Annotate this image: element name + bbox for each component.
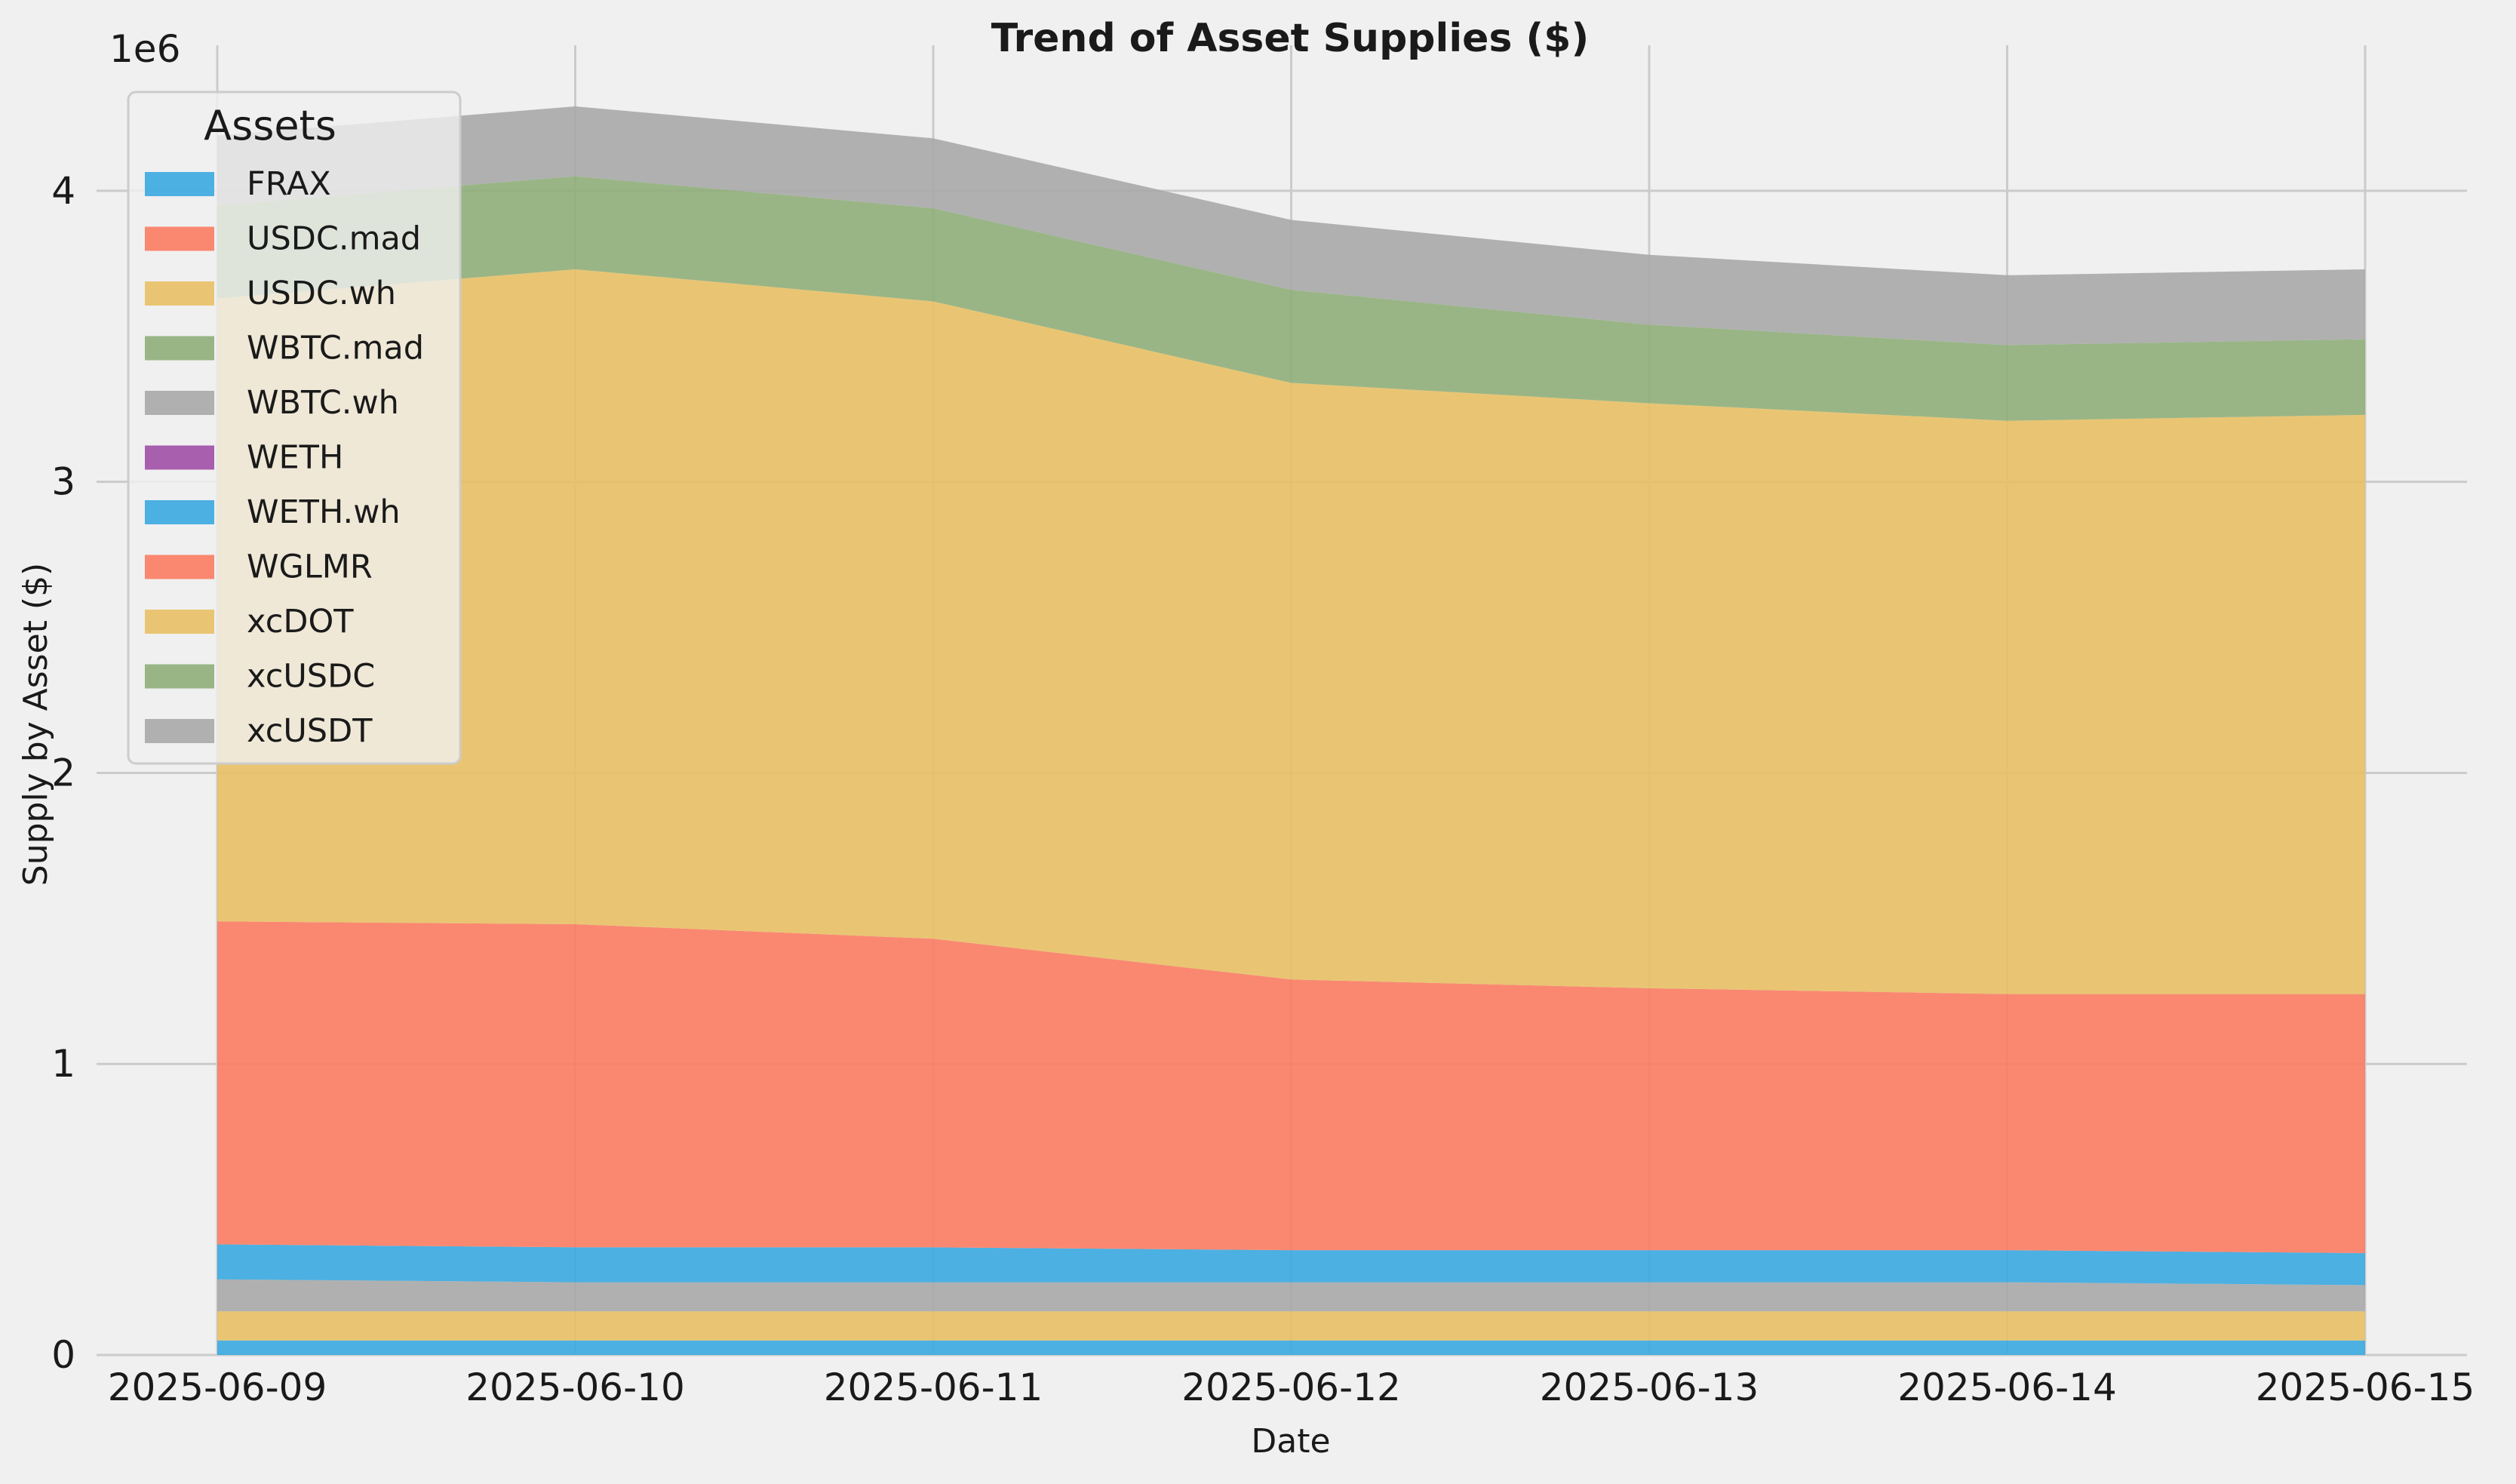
y-tick-label: 2 — [51, 751, 75, 794]
y-tick-label: 3 — [51, 460, 75, 504]
legend-label: xcUSDC — [247, 658, 375, 696]
legend-swatch — [145, 336, 214, 361]
area-xcdot — [217, 269, 2365, 994]
axis-ticks: 0 1 2 3 4 2025-06-09 2025-06-10 2025-06-11 2025-… — [51, 169, 2475, 1409]
area-wglmr — [217, 921, 2365, 1253]
y-axis-offset-label: 1e6 — [109, 27, 180, 71]
x-tick-label: 2025-06-10 — [465, 1366, 685, 1409]
legend-label: WGLMR — [247, 548, 373, 586]
area-weth-wh — [217, 1244, 2365, 1286]
legend-swatch — [145, 445, 214, 470]
area-frax — [217, 1340, 2365, 1355]
legend-label: WBTC.wh — [247, 384, 399, 422]
x-axis-label: Date — [1251, 1422, 1330, 1461]
legend-items: FRAX USDC.mad USDC.wh WBTC.mad WBTC.wh WETH WE… — [145, 165, 424, 750]
legend-label: WETH.wh — [247, 493, 401, 531]
chart-title: Trend of Asset Supplies ($) — [991, 16, 1589, 61]
legend: Assets FRAX USDC.mad USDC.wh WBTC.mad WBTC.w… — [127, 91, 462, 765]
legend-label: xcUSDT — [247, 712, 373, 750]
area-wbtc-wh — [217, 1279, 2365, 1312]
legend-swatch — [145, 719, 214, 743]
legend-swatch — [145, 555, 214, 579]
x-tick-label: 2025-06-14 — [1897, 1366, 2117, 1409]
legend-swatch — [145, 664, 214, 689]
x-tick-label: 2025-06-09 — [108, 1366, 327, 1409]
area-usdc-wh — [217, 1311, 2365, 1341]
y-tick-label: 4 — [51, 169, 75, 213]
legend-swatch — [145, 281, 214, 306]
legend-box — [127, 91, 462, 765]
y-tick-label: 0 — [51, 1333, 75, 1377]
x-tick-label: 2025-06-12 — [1181, 1366, 1401, 1409]
x-tick-label: 2025-06-13 — [1540, 1366, 1759, 1409]
legend-swatch — [145, 172, 214, 196]
legend-label: xcDOT — [247, 603, 354, 641]
y-axis-label: Supply by Asset ($) — [17, 563, 55, 886]
legend-label: WBTC.mad — [247, 330, 424, 367]
area-xcusdc — [217, 176, 2365, 421]
area-xcusdt — [217, 106, 2365, 346]
y-tick-label: 1 — [51, 1042, 75, 1086]
stacked-areas — [217, 106, 2365, 1355]
legend-label: WETH — [247, 439, 343, 477]
x-tick-label: 2025-06-11 — [824, 1366, 1043, 1409]
legend-label: USDC.wh — [247, 275, 396, 312]
legend-swatch — [145, 226, 214, 251]
legend-label: FRAX — [247, 165, 331, 203]
legend-label: USDC.mad — [247, 220, 421, 258]
legend-swatch — [145, 391, 214, 415]
legend-swatch — [145, 500, 214, 524]
legend-title: Assets — [204, 102, 336, 149]
legend-swatch — [145, 610, 214, 634]
x-tick-label: 2025-06-15 — [2256, 1366, 2475, 1409]
